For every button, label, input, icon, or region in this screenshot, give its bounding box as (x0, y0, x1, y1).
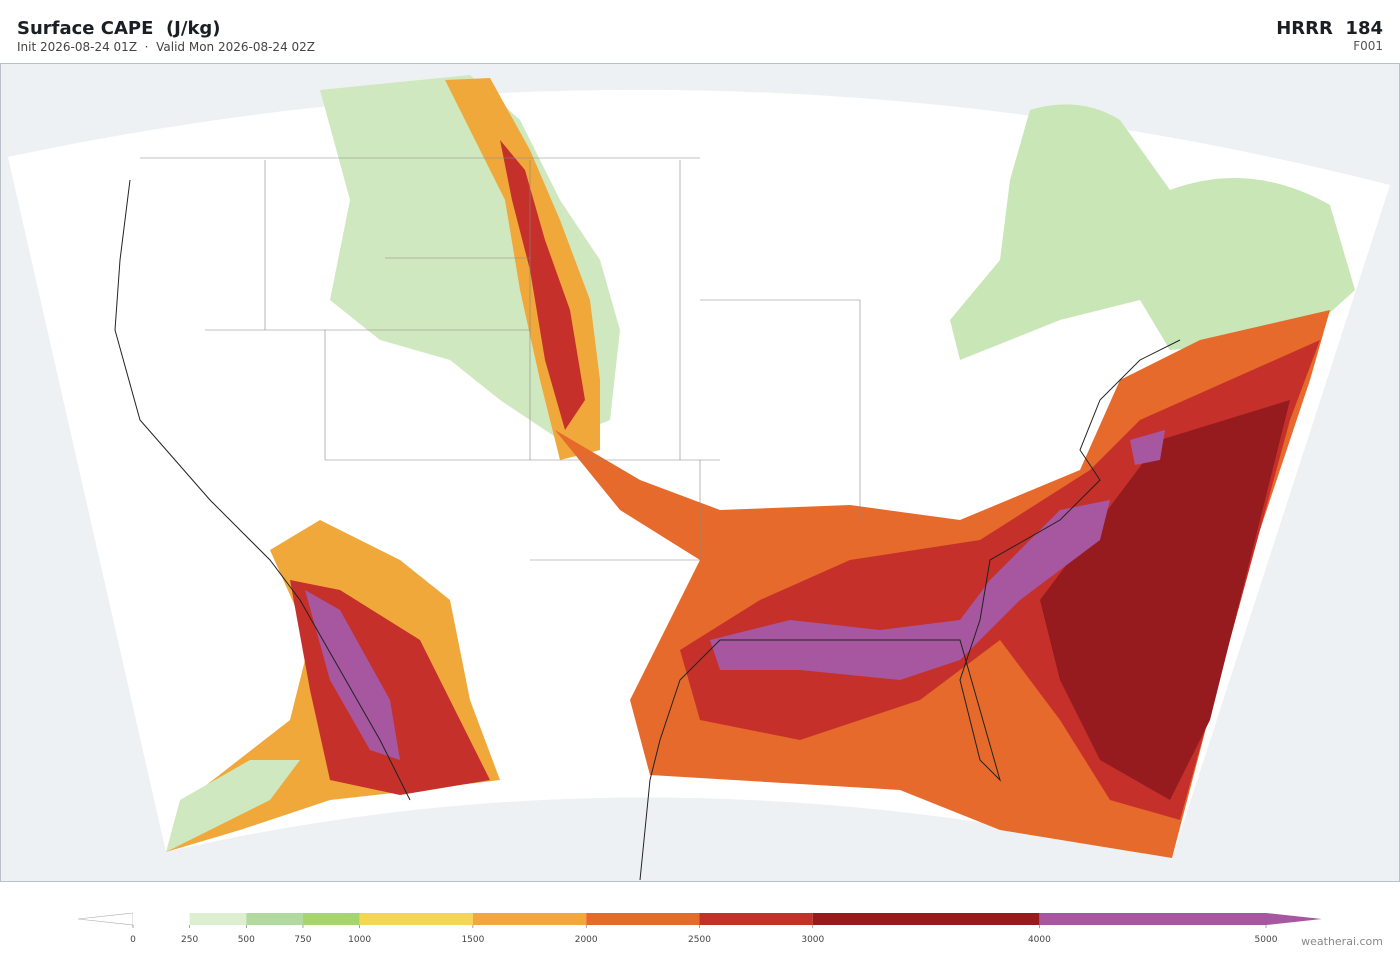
colorbar-segment (302, 913, 360, 925)
colorbar-tick-label: 750 (294, 935, 311, 945)
model-label: HRRR 184 (1276, 18, 1383, 39)
title: Surface CAPE (J/kg) (17, 18, 221, 39)
colorbar-tick-label: 2000 (575, 935, 598, 945)
colorbar-segment (189, 913, 247, 925)
cape-area (1040, 400, 1290, 800)
colorbar: 0 250 500 750 1000 1500 2000 2500 3000 4000 5000 (77, 912, 1322, 945)
subtitle: Init 2026-08-24 01Z · Valid Mon 2026-08-… (17, 40, 315, 54)
cape-area (710, 500, 1110, 680)
colorbar-tick-label: 500 (238, 935, 255, 945)
cape-area (1130, 430, 1165, 465)
cape-area (950, 104, 1355, 360)
cape-area (500, 140, 585, 430)
cape-area (305, 590, 400, 760)
colorbar-extend-high (1266, 913, 1322, 925)
colorbar-segment (246, 913, 303, 925)
colorbar-segment (1039, 913, 1266, 925)
colorbar-segment (359, 913, 473, 925)
colorbar-tick-label: 1500 (461, 935, 484, 945)
colorbar-tick-label: 1000 (348, 935, 371, 945)
colorbar-tick-label: 250 (181, 935, 198, 945)
colorbar-tick-label: 2500 (688, 935, 711, 945)
colorbar-tick-label: 3000 (801, 935, 824, 945)
colorbar-tick-label: 5000 (1255, 935, 1278, 945)
colorbar-segment (812, 913, 1040, 925)
cape-area (166, 760, 300, 852)
colorbar-tick-label: 4000 (1028, 935, 1051, 945)
coastline (114, 179, 1181, 881)
colorbar-tick-label: 0 (130, 935, 136, 945)
colorbar-segment (472, 913, 587, 925)
colorbar-segment (133, 913, 190, 925)
colorbar-segment (586, 913, 700, 925)
colorbar-extend-low (77, 912, 134, 926)
forecast-hour: F001 (1353, 39, 1383, 53)
state-borders (140, 157, 861, 561)
colorbar-segment (699, 913, 813, 925)
map (0, 63, 1400, 882)
credit: weatherai.com (1301, 935, 1383, 948)
